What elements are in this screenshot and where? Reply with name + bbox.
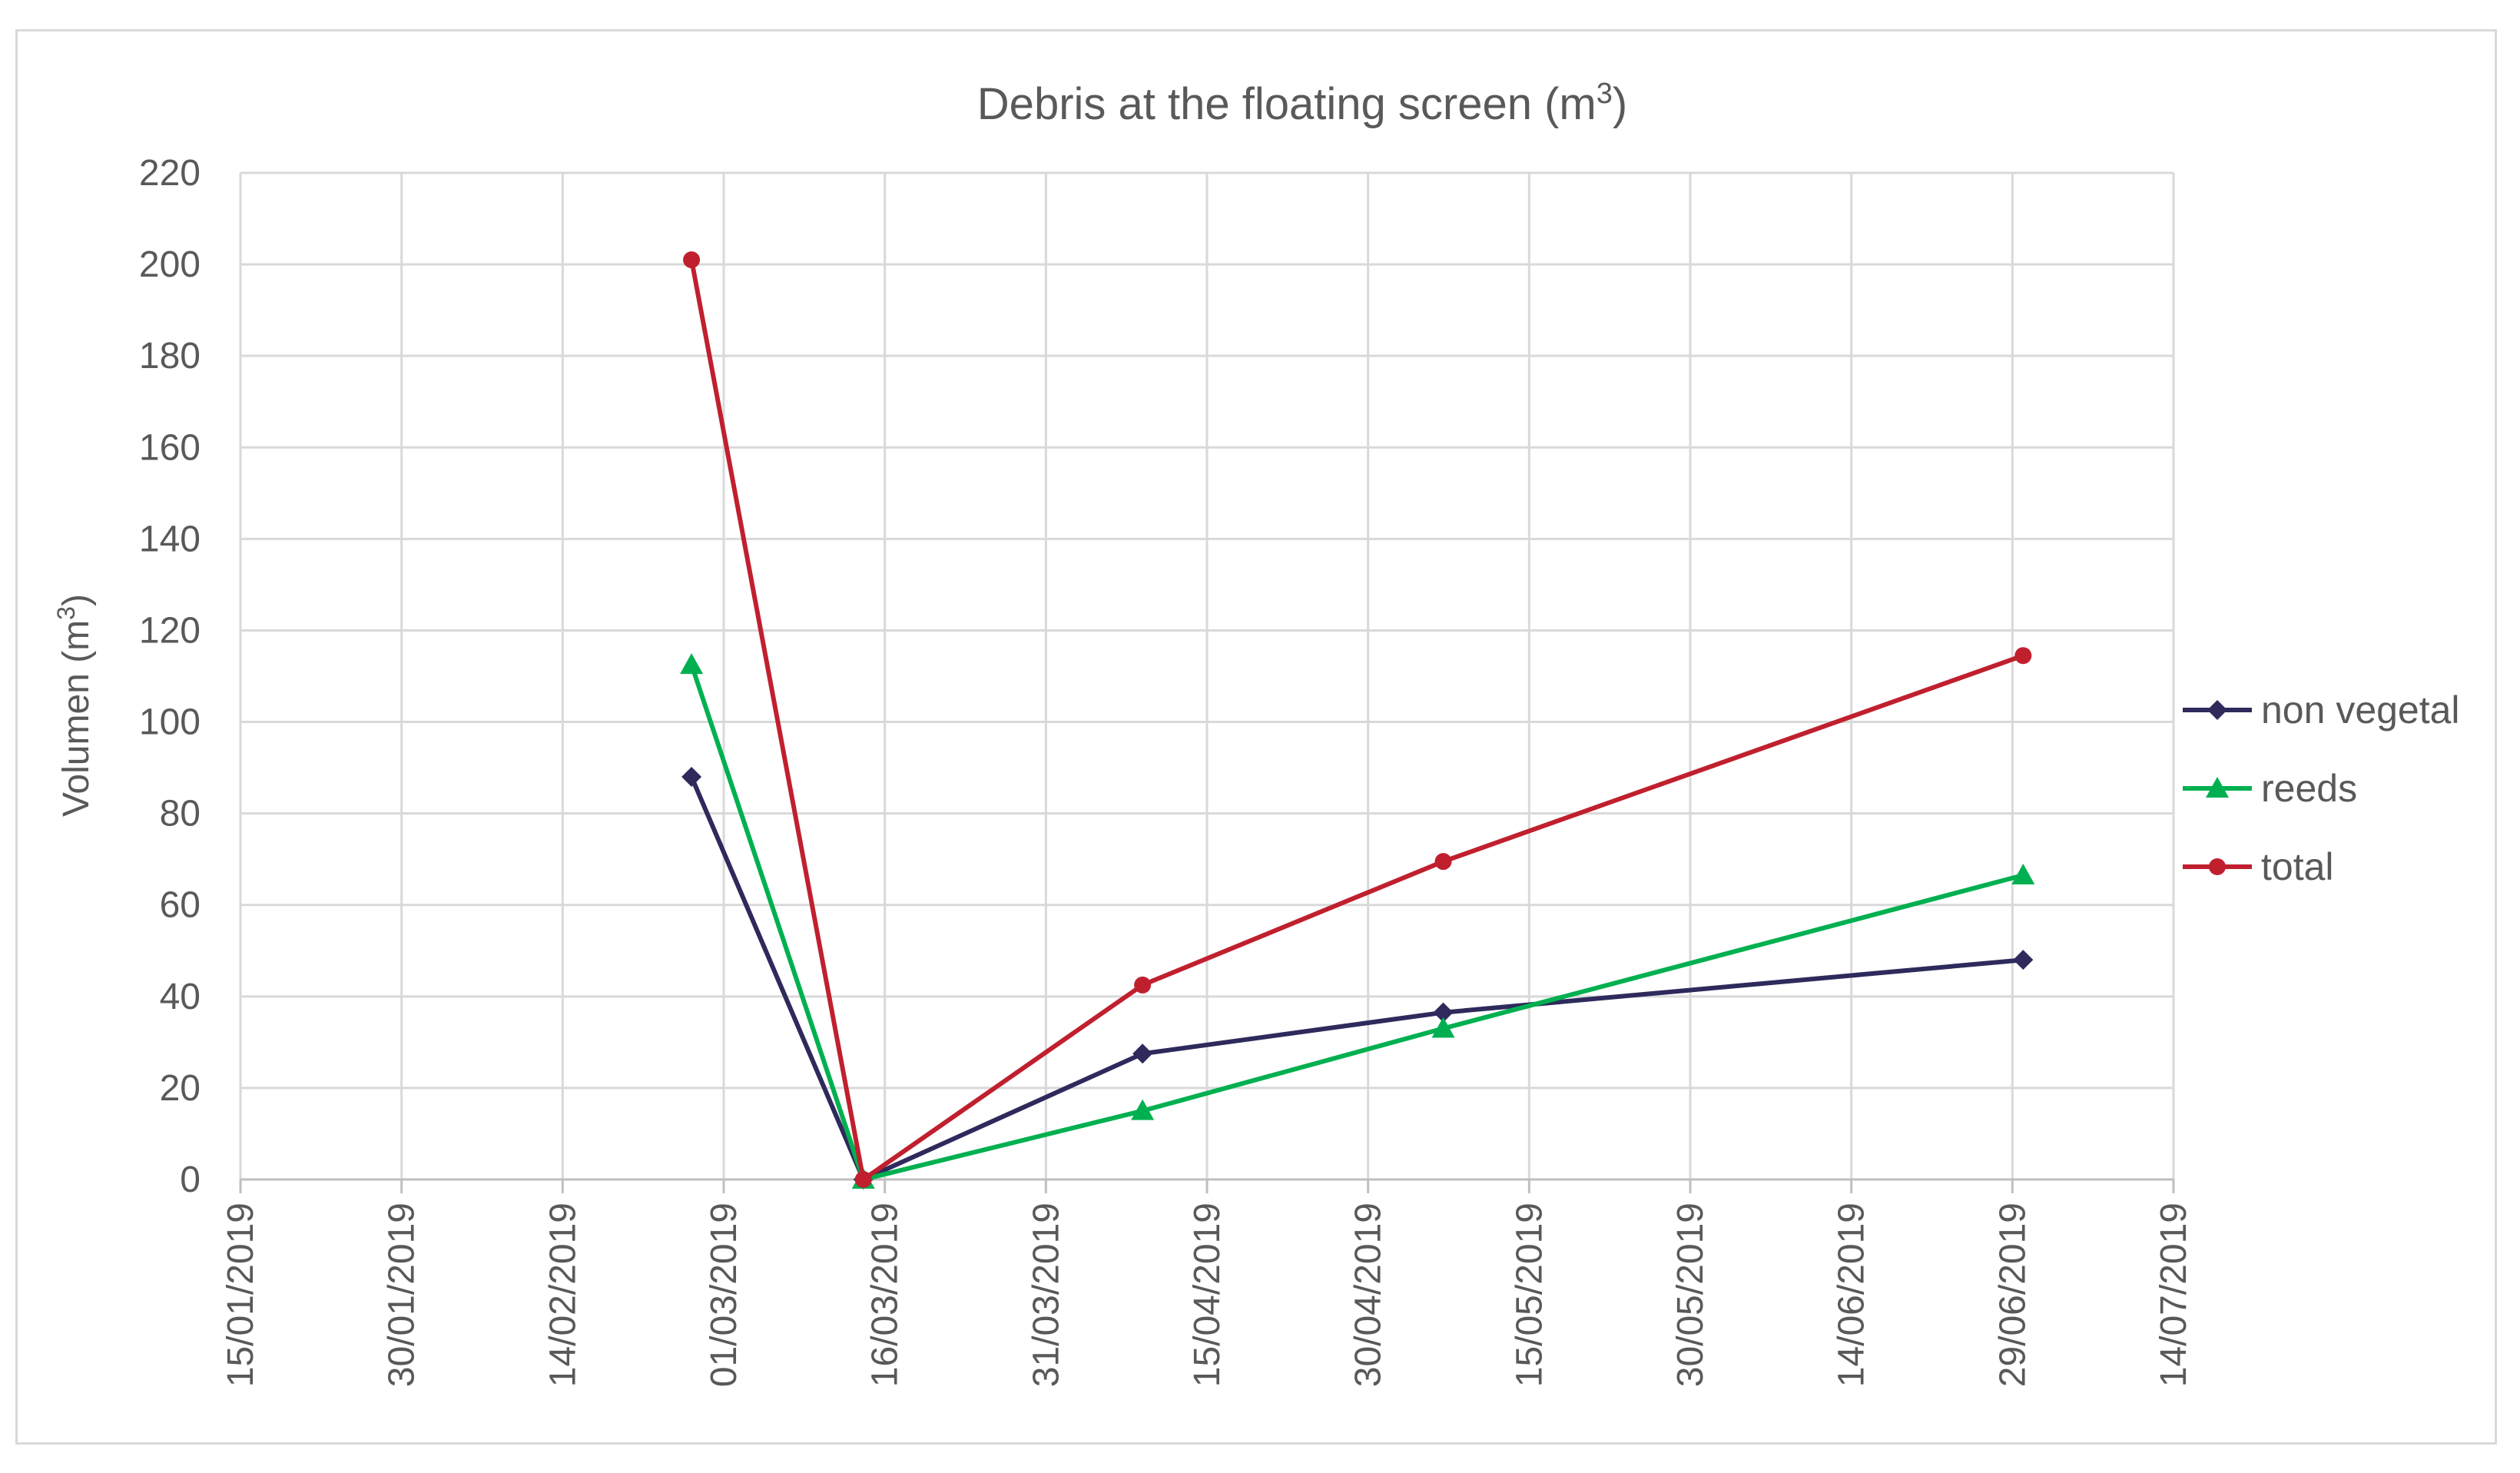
y-tick-label: 180 xyxy=(139,336,201,377)
data-point-total xyxy=(683,251,701,269)
y-tick-label: 140 xyxy=(139,519,201,559)
legend-marker xyxy=(2207,700,2227,720)
y-axis-title: Volumen (m3) xyxy=(52,594,97,817)
legend-label: reeds xyxy=(2261,767,2357,810)
x-tick-label: 14/06/2019 xyxy=(1832,1203,1872,1387)
x-tick-label: 15/04/2019 xyxy=(1187,1203,1228,1387)
y-tick-label: 40 xyxy=(160,977,201,1017)
series-non-vegetal xyxy=(681,767,2034,1189)
x-tick-label: 15/01/2019 xyxy=(220,1203,261,1387)
series-line-non-vegetal xyxy=(689,775,2024,1182)
data-point-non-vegetal xyxy=(681,767,702,787)
x-tick-label: 31/03/2019 xyxy=(1026,1203,1066,1387)
data-point-non-vegetal xyxy=(2013,950,2034,970)
legend-item-reeds: reeds xyxy=(2183,767,2357,810)
x-tick-label: 14/02/2019 xyxy=(542,1203,583,1387)
y-tick-label: 0 xyxy=(180,1159,201,1200)
data-point-non-vegetal xyxy=(1132,1043,1153,1064)
x-tick-label: 14/07/2019 xyxy=(2154,1203,2194,1387)
x-tick-label: 30/04/2019 xyxy=(1348,1203,1389,1387)
series-line-total xyxy=(689,259,2024,1182)
y-tick-label: 20 xyxy=(160,1068,201,1109)
y-tick-label: 120 xyxy=(139,610,201,651)
legend-marker xyxy=(2206,777,2229,798)
y-tick-label: 80 xyxy=(160,794,201,834)
x-tick-label: 30/01/2019 xyxy=(382,1203,423,1387)
y-tick-label: 60 xyxy=(160,885,201,926)
data-point-total xyxy=(854,1171,872,1188)
x-tick-label: 30/05/2019 xyxy=(1670,1203,1711,1387)
x-tick-labels: 15/01/2019 30/01/2019 14/02/2019 01/03/2019… xyxy=(220,1203,2194,1387)
legend-marker xyxy=(2209,858,2226,875)
y-tick-label: 200 xyxy=(139,244,201,285)
legend-label: non vegetal xyxy=(2261,688,2460,732)
legend: non vegetal reeds total xyxy=(2183,688,2460,888)
series-reeds xyxy=(680,653,2035,1189)
series-line-reeds xyxy=(689,664,2024,1182)
debris-line-chart: Debris at the floating screen (m3) Volum… xyxy=(52,78,2460,1387)
data-point-total xyxy=(1134,976,1152,994)
axes xyxy=(239,1178,2175,1193)
data-point-reeds xyxy=(2011,864,2035,885)
x-tick-label: 16/03/2019 xyxy=(865,1203,906,1387)
y-tick-labels: 0 20 40 60 80 100 120 140 160 180 200 220 xyxy=(139,153,201,1200)
data-point-reeds xyxy=(1431,1017,1455,1038)
data-point-reeds xyxy=(680,653,704,675)
y-tick-label: 220 xyxy=(139,153,201,194)
data-point-total xyxy=(1434,853,1452,871)
x-tick-label: 01/03/2019 xyxy=(704,1203,744,1387)
y-tick-label: 160 xyxy=(139,427,201,468)
y-tick-label: 100 xyxy=(139,702,201,743)
data-point-total xyxy=(2014,647,2032,665)
x-tick-label: 15/05/2019 xyxy=(1509,1203,1550,1387)
x-tick-label: 29/06/2019 xyxy=(1992,1203,2033,1387)
data-point-non-vegetal xyxy=(1433,1002,1454,1023)
series xyxy=(680,251,2035,1189)
legend-label: total xyxy=(2261,845,2334,888)
gridlines xyxy=(239,171,2175,1181)
series-total xyxy=(683,251,2032,1188)
chart-title: Debris at the floating screen (m3) xyxy=(977,78,1627,129)
legend-item-total: total xyxy=(2183,845,2334,888)
chart-frame: Debris at the floating screen (m3) Volum… xyxy=(15,29,2497,1445)
data-point-reeds xyxy=(1131,1099,1155,1120)
legend-item-non-vegetal: non vegetal xyxy=(2183,688,2460,732)
